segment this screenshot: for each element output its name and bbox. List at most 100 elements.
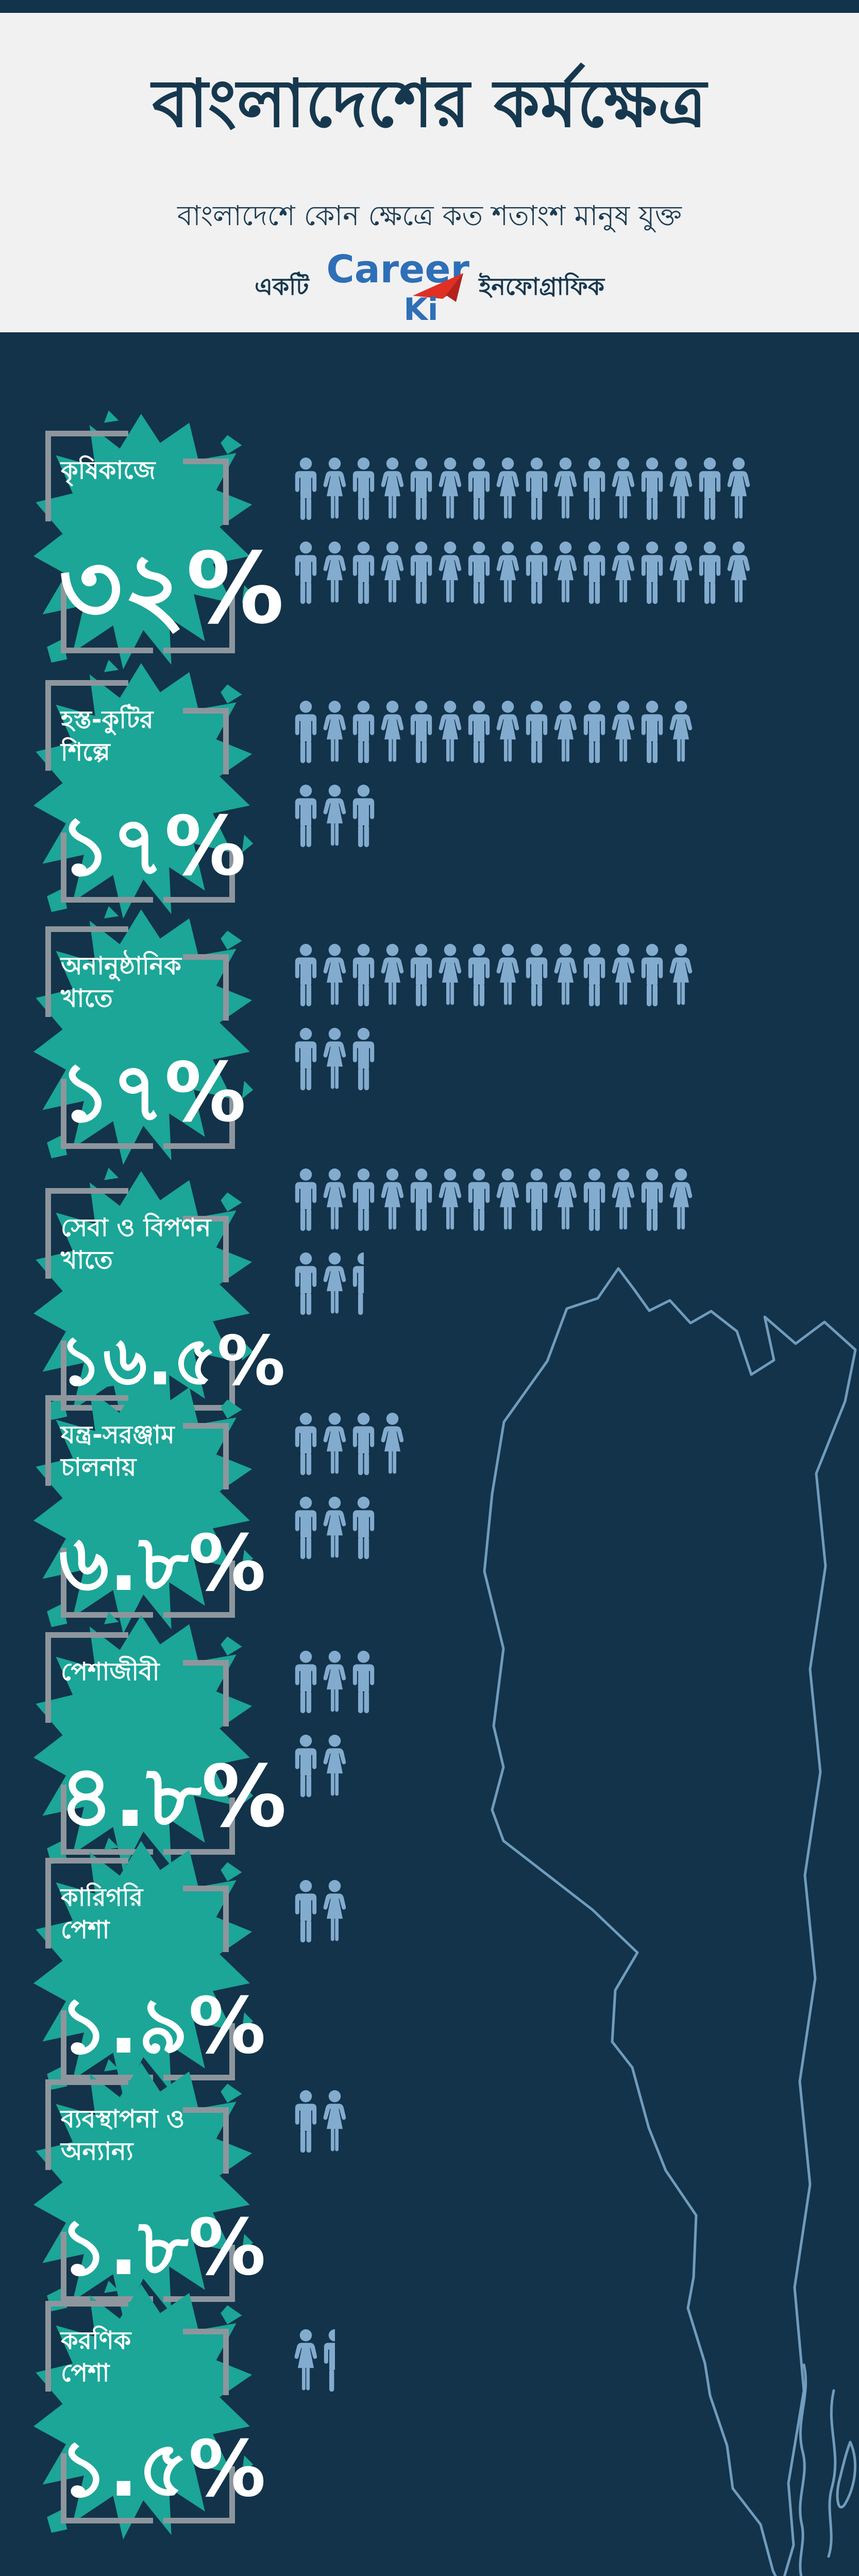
icon-row: [294, 1649, 376, 1718]
person-icon-male: [351, 1026, 376, 1095]
person-icon-female: [496, 455, 520, 525]
category-label-block: যন্ত্র-সরঞ্জাম চালনায় ৬.৮%: [45, 1391, 266, 1618]
icon-row: [294, 1878, 347, 1947]
category-icon-grid: [294, 455, 751, 623]
person-icon-female: [611, 455, 635, 525]
person-icon-male: [294, 699, 318, 768]
person-icon-female: [496, 942, 520, 1011]
person-icon-male: [294, 1649, 318, 1718]
bracket-corner: [45, 2079, 128, 2170]
category-icon-grid: [294, 2088, 347, 2172]
person-icon-male: [698, 455, 722, 525]
category-name: অনানুষ্ঠানিক খাতে: [61, 952, 181, 1013]
top-band: [0, 0, 859, 13]
bracket-corner: [183, 2107, 229, 2174]
page-subtitle: বাংলাদেশে কোন ক্ষেত্রে কত শতাংশ মানুষ যু…: [177, 199, 682, 232]
bracket-corner: [45, 1632, 128, 1723]
person-icon-female: [323, 1495, 347, 1564]
person-icon-female: [669, 1166, 693, 1236]
person-icon-male: [323, 2327, 335, 2397]
bracket-corner: [183, 459, 229, 525]
person-icon-male: [582, 539, 607, 609]
person-icon-male: [294, 1166, 318, 1236]
bracket-corner: [61, 1785, 153, 1855]
person-icon-female: [611, 1166, 635, 1236]
person-icon-male: [467, 539, 491, 609]
person-icon-male: [525, 455, 549, 525]
person-icon-female: [496, 1166, 520, 1236]
person-icon-female: [323, 2088, 347, 2158]
credit-suffix: ইনফোগ্রাফিক: [479, 273, 604, 300]
category-name: যন্ত্র-সরঞ্জাম চালনায়: [61, 1420, 175, 1482]
category-percent: ১৬.৫%: [59, 1321, 285, 1401]
person-icon-female: [323, 1733, 347, 1802]
person-icon-female: [323, 699, 347, 768]
person-icon-female: [323, 942, 347, 1011]
person-icon-male: [351, 1250, 364, 1320]
category-percent: ৩২%: [59, 532, 284, 646]
category-icon-grid: [294, 942, 693, 1110]
person-icon-female: [496, 699, 520, 768]
credit-prefix: একটি: [255, 273, 309, 300]
category-percent: ১.৮%: [59, 2203, 266, 2293]
category-name: ব্যবস্থাপনা ও অন্যান্য: [61, 2105, 185, 2166]
category-icon-grid: [294, 2327, 335, 2411]
credit-line: একটি Career Ki ইনফোগ্রাফিক: [0, 247, 859, 332]
person-icon-male: [640, 1166, 664, 1236]
person-icon-female: [380, 1166, 405, 1236]
category-label-block: অনানুষ্ঠানিক খাতে ১৭%: [45, 922, 235, 1149]
person-icon-male: [409, 1166, 433, 1236]
bracket-corner: [163, 1798, 235, 1855]
person-icon-male: [525, 1166, 549, 1236]
icon-row: [294, 1733, 376, 1802]
person-icon-male: [698, 539, 722, 609]
bracket-corner: [183, 1660, 229, 1726]
icon-row: [294, 1026, 693, 1095]
icon-row: [294, 1250, 693, 1320]
bracket-corner: [163, 596, 235, 653]
category-label-block: কৃষিকাজে ৩২%: [45, 427, 284, 653]
person-icon-female: [669, 942, 693, 1011]
paper-plane-icon: [413, 273, 464, 302]
icon-row: [294, 455, 751, 525]
person-icon-female: [323, 1411, 347, 1480]
category-label-block: পেশাজীবী ৪.৮%: [45, 1628, 287, 1855]
icon-row: [294, 1411, 405, 1480]
category-percent: ১৭%: [59, 799, 246, 894]
bracket-corner: [163, 2245, 235, 2302]
person-icon-female: [438, 1166, 462, 1236]
person-icon-male: [467, 942, 491, 1011]
person-icon-male: [640, 699, 664, 768]
page-title: বাংলাদেশের কর্মক্ষেত্র: [152, 65, 707, 142]
person-icon-female: [669, 699, 693, 768]
category-percent: ১.৯%: [59, 1981, 266, 2071]
person-icon-male: [294, 1733, 318, 1802]
person-icon-male: [409, 539, 433, 609]
bracket-corner: [61, 2453, 153, 2523]
category-label-block: ব্যবস্থাপনা ও অন্যান্য ১.৮%: [45, 2075, 266, 2302]
category-icon-grid: [294, 699, 693, 867]
bracket-corner: [45, 431, 128, 521]
bracket-corner: [45, 1188, 128, 1279]
person-icon-male: [640, 539, 664, 609]
person-icon-male: [351, 1495, 376, 1564]
person-icon-half: [351, 1250, 364, 1320]
bracket-corner: [61, 833, 153, 903]
bracket-corner: [61, 1548, 153, 1618]
bracket-corner: [163, 1092, 235, 1149]
bracket-corner: [61, 583, 153, 653]
bracket-corner: [45, 926, 128, 1017]
person-icon-female: [380, 699, 405, 768]
icon-row: [294, 2327, 335, 2397]
person-icon-female: [438, 699, 462, 768]
person-icon-male: [294, 1411, 318, 1480]
icon-row: [294, 539, 751, 609]
person-icon-female: [611, 699, 635, 768]
icon-row: [294, 942, 693, 1011]
person-icon-male: [294, 1878, 318, 1947]
bracket-corner: [183, 1216, 229, 1282]
person-icon-female: [380, 539, 405, 609]
bracket-corner: [163, 845, 235, 903]
person-icon-male: [351, 783, 376, 852]
